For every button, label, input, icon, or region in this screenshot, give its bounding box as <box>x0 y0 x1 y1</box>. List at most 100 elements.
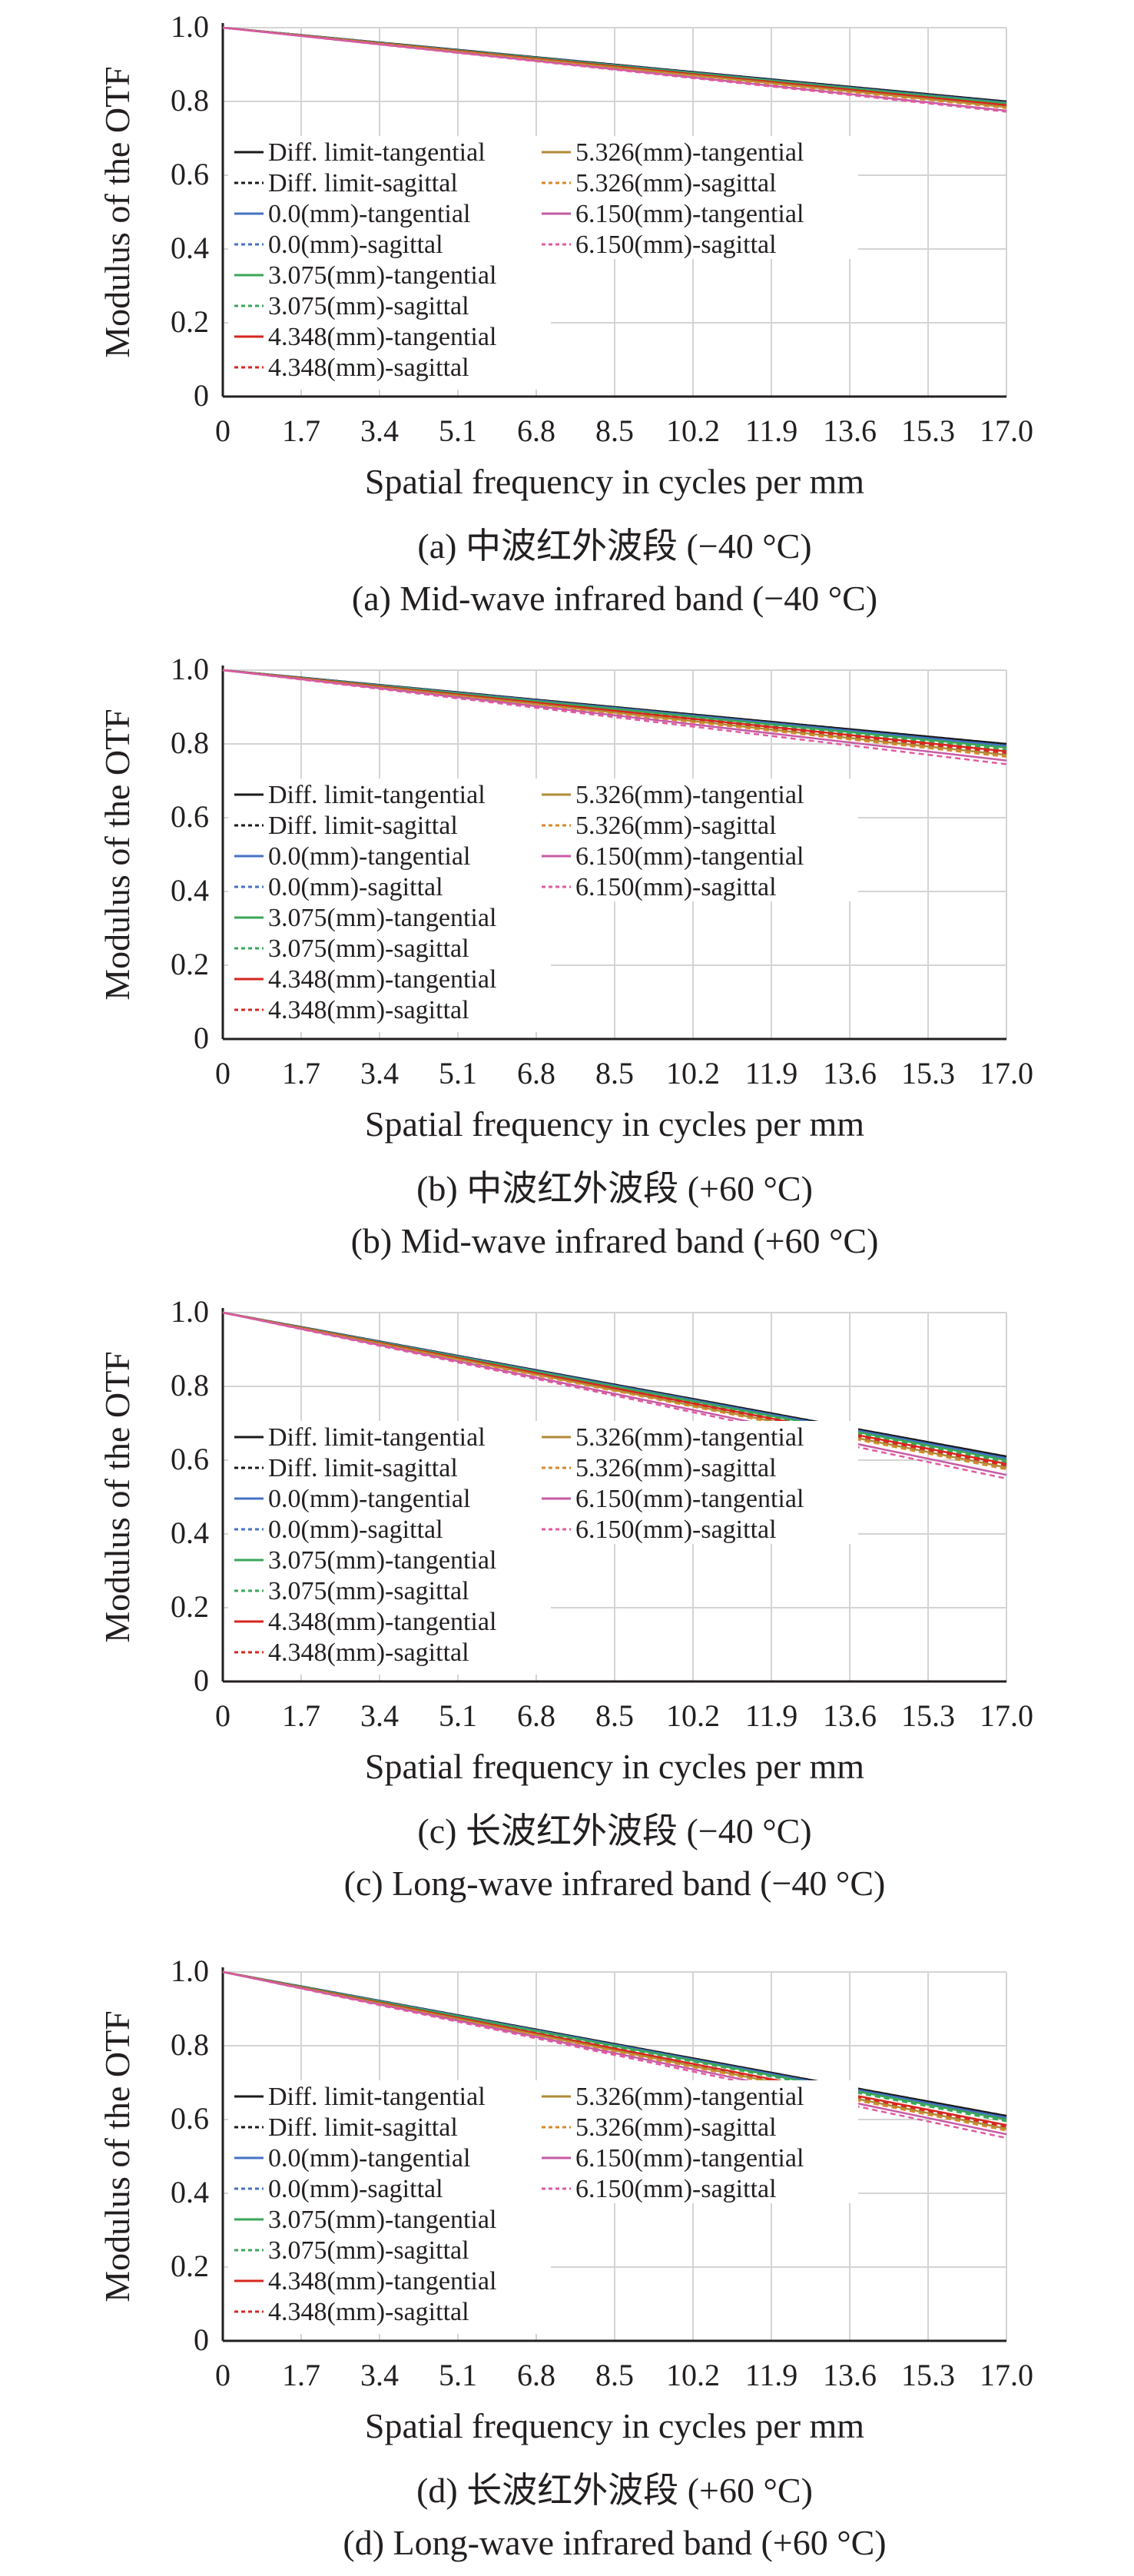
legend-label-2: 0.0(mm)-tangential <box>268 842 470 871</box>
x-tick-label: 6.8 <box>517 413 555 448</box>
y-tick-label: 0.4 <box>171 873 209 908</box>
legend-backdrop <box>536 778 858 901</box>
legend-label-5: 3.075(mm)-sagittal <box>268 934 469 963</box>
legend-backdrop <box>536 136 858 259</box>
y-tick-label: 1.0 <box>171 1954 209 1988</box>
legend-label-3: 0.0(mm)-sagittal <box>268 1515 443 1544</box>
legend-label-9: 5.326(mm)-sagittal <box>575 812 777 840</box>
y-tick-label: 0.8 <box>171 83 209 118</box>
x-tick-label: 3.4 <box>360 2358 399 2392</box>
x-tick-label: 10.2 <box>666 2358 720 2392</box>
x-axis-title: Spatial frequency in cycles per mm <box>365 1747 864 1786</box>
x-tick-label: 15.3 <box>901 2358 955 2392</box>
x-tick-label: 5.1 <box>439 413 477 448</box>
x-tick-label: 17.0 <box>980 1698 1033 1733</box>
y-tick-label: 0.2 <box>171 304 209 339</box>
y-tick-label: 0 <box>194 1021 209 1055</box>
legend-label-8: 5.326(mm)-tangential <box>575 781 804 809</box>
y-tick-label: 0.6 <box>171 157 209 191</box>
x-tick-label: 15.3 <box>901 1698 955 1733</box>
x-tick-label: 8.5 <box>595 1056 634 1090</box>
legend-label-5: 3.075(mm)-sagittal <box>268 292 469 320</box>
y-axis-title: Modulus of the OTF <box>98 1351 137 1643</box>
legend-label-0: Diff. limit-tangential <box>268 781 486 809</box>
x-tick-label: 5.1 <box>439 1056 477 1090</box>
legend-label-10: 6.150(mm)-tangential <box>575 2144 804 2173</box>
y-tick-label: 1.0 <box>171 9 209 44</box>
legend-label-1: Diff. limit-sagittal <box>268 2113 458 2142</box>
caption-english: (a) Mid-wave infrared band (−40 °C) <box>352 579 877 618</box>
x-tick-label: 17.0 <box>980 1056 1033 1090</box>
legend-label-7: 4.348(mm)-sagittal <box>268 1638 469 1667</box>
legend-label-10: 6.150(mm)-tangential <box>575 200 804 228</box>
legend-backdrop <box>228 136 551 390</box>
x-tick-label: 13.6 <box>823 413 877 448</box>
legend-label-3: 0.0(mm)-sagittal <box>268 873 443 901</box>
legend-label-6: 4.348(mm)-tangential <box>268 2267 496 2295</box>
y-axis-title: Modulus of the OTF <box>98 66 137 358</box>
y-tick-label: 0.2 <box>171 2249 209 2283</box>
y-tick-label: 1.0 <box>171 1294 209 1329</box>
legend-label-11: 6.150(mm)-sagittal <box>575 1515 777 1544</box>
legend-backdrop <box>536 2080 858 2203</box>
legend-label-11: 6.150(mm)-sagittal <box>575 873 777 901</box>
legend-label-2: 0.0(mm)-tangential <box>268 1485 470 1513</box>
caption-chinese: (c) 长波红外波段 (−40 °C) <box>417 1811 811 1851</box>
y-tick-label: 0.6 <box>171 1442 209 1476</box>
legend-label-1: Diff. limit-sagittal <box>268 1454 458 1482</box>
caption-english: (b) Mid-wave infrared band (+60 °C) <box>351 1221 879 1260</box>
legend-label-11: 6.150(mm)-sagittal <box>575 231 777 259</box>
x-tick-label: 13.6 <box>823 2358 877 2392</box>
y-tick-label: 1.0 <box>171 652 209 686</box>
legend-backdrop <box>228 1421 551 1675</box>
legend-label-5: 3.075(mm)-sagittal <box>268 1577 469 1605</box>
y-tick-label: 0.8 <box>171 725 209 760</box>
legend-label-0: Diff. limit-tangential <box>268 2083 486 2111</box>
x-tick-label: 13.6 <box>823 1056 877 1090</box>
y-axis-title: Modulus of the OTF <box>98 2010 137 2302</box>
x-tick-label: 10.2 <box>666 413 720 448</box>
legend-label-4: 3.075(mm)-tangential <box>268 1546 496 1575</box>
legend-label-8: 5.326(mm)-tangential <box>575 1423 804 1452</box>
x-tick-label: 3.4 <box>360 1698 399 1733</box>
legend-label-2: 0.0(mm)-tangential <box>268 200 470 228</box>
y-axis-title: Modulus of the OTF <box>98 709 137 1001</box>
x-tick-label: 0 <box>215 1698 230 1733</box>
caption-chinese: (a) 中波红外波段 (−40 °C) <box>417 526 811 566</box>
caption-english: (d) Long-wave infrared band (+60 °C) <box>343 2523 886 2562</box>
x-tick-label: 0 <box>215 413 230 448</box>
legend-label-5: 3.075(mm)-sagittal <box>268 2236 469 2265</box>
x-tick-label: 11.9 <box>745 2358 798 2392</box>
series-line-11 <box>222 1970 1007 2139</box>
legend-label-10: 6.150(mm)-tangential <box>575 1485 804 1513</box>
y-tick-label: 0.6 <box>171 799 209 834</box>
y-tick-label: 0 <box>194 1663 209 1698</box>
x-tick-label: 11.9 <box>745 413 798 448</box>
x-tick-label: 13.6 <box>823 1698 877 1733</box>
legend-label-7: 4.348(mm)-sagittal <box>268 354 469 382</box>
legend-label-6: 4.348(mm)-tangential <box>268 323 496 351</box>
legend-label-1: Diff. limit-sagittal <box>268 169 458 198</box>
x-tick-label: 3.4 <box>360 1056 399 1090</box>
x-axis-title: Spatial frequency in cycles per mm <box>365 1104 864 1144</box>
y-tick-label: 0.4 <box>171 1515 209 1550</box>
legend-label-4: 3.075(mm)-tangential <box>268 2206 496 2234</box>
legend-label-9: 5.326(mm)-sagittal <box>575 2113 777 2142</box>
y-tick-label: 0 <box>194 2322 209 2357</box>
y-tick-label: 0.2 <box>171 947 209 981</box>
caption-chinese: (b) 中波红外波段 (+60 °C) <box>416 1169 813 1208</box>
x-tick-label: 6.8 <box>517 1698 555 1733</box>
legend-label-11: 6.150(mm)-sagittal <box>575 2175 777 2203</box>
legend-backdrop <box>536 1421 858 1544</box>
y-tick-label: 0.6 <box>171 2101 209 2136</box>
x-tick-label: 1.7 <box>282 1698 320 1733</box>
legend-label-4: 3.075(mm)-tangential <box>268 904 496 932</box>
legend-label-1: Diff. limit-sagittal <box>268 812 458 840</box>
x-tick-label: 11.9 <box>745 1698 798 1733</box>
x-tick-label: 0 <box>215 2358 230 2392</box>
x-tick-label: 15.3 <box>901 413 955 448</box>
